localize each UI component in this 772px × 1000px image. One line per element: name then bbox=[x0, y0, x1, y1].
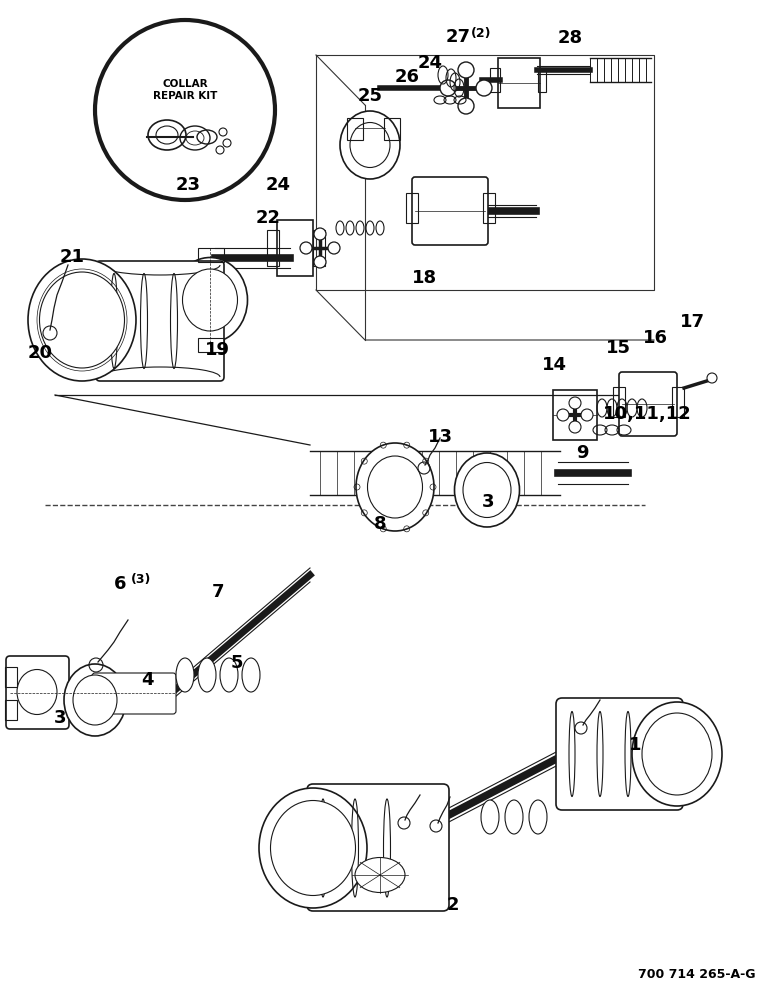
Text: 6: 6 bbox=[113, 575, 127, 593]
Text: (3): (3) bbox=[130, 574, 151, 586]
Text: 25: 25 bbox=[357, 87, 382, 105]
Text: 21: 21 bbox=[59, 248, 84, 266]
Text: 8: 8 bbox=[374, 515, 386, 533]
FancyBboxPatch shape bbox=[307, 784, 449, 911]
Text: 18: 18 bbox=[412, 269, 438, 287]
Ellipse shape bbox=[172, 257, 248, 342]
Bar bbox=[277, 220, 313, 276]
Text: 3: 3 bbox=[482, 493, 494, 511]
Ellipse shape bbox=[39, 272, 124, 368]
Bar bbox=[384, 118, 400, 140]
Circle shape bbox=[300, 242, 312, 254]
Text: 9: 9 bbox=[576, 444, 588, 462]
Bar bbox=[490, 68, 500, 92]
Bar bbox=[313, 230, 325, 266]
Ellipse shape bbox=[17, 670, 57, 714]
Text: 24: 24 bbox=[266, 176, 290, 194]
FancyBboxPatch shape bbox=[412, 177, 488, 245]
Circle shape bbox=[569, 397, 581, 409]
Text: COLLAR
REPAIR KIT: COLLAR REPAIR KIT bbox=[153, 79, 217, 101]
Ellipse shape bbox=[64, 664, 126, 736]
Ellipse shape bbox=[455, 453, 520, 527]
Text: 24: 24 bbox=[418, 54, 442, 72]
Circle shape bbox=[458, 62, 474, 78]
Bar bbox=[483, 193, 495, 223]
Bar bbox=[498, 58, 540, 108]
Bar bbox=[613, 387, 625, 417]
Text: 20: 20 bbox=[28, 344, 52, 362]
FancyBboxPatch shape bbox=[6, 656, 69, 729]
Ellipse shape bbox=[242, 658, 260, 692]
Text: 28: 28 bbox=[557, 29, 583, 47]
FancyBboxPatch shape bbox=[556, 698, 683, 810]
Text: 26: 26 bbox=[394, 68, 419, 86]
Circle shape bbox=[95, 20, 275, 200]
Circle shape bbox=[440, 80, 456, 96]
Circle shape bbox=[707, 373, 717, 383]
Text: 16: 16 bbox=[642, 329, 668, 347]
Bar bbox=[198, 248, 224, 262]
FancyBboxPatch shape bbox=[96, 261, 224, 381]
Ellipse shape bbox=[182, 269, 238, 331]
Circle shape bbox=[581, 409, 593, 421]
FancyBboxPatch shape bbox=[92, 673, 176, 714]
Ellipse shape bbox=[463, 462, 511, 518]
Text: 1: 1 bbox=[628, 736, 642, 754]
Bar bbox=[553, 390, 597, 440]
Ellipse shape bbox=[529, 800, 547, 834]
Text: 4: 4 bbox=[141, 671, 154, 689]
Text: (2): (2) bbox=[471, 27, 491, 40]
Text: 3: 3 bbox=[54, 709, 66, 727]
Circle shape bbox=[328, 242, 340, 254]
FancyBboxPatch shape bbox=[619, 372, 677, 436]
Bar bbox=[5, 700, 17, 720]
Ellipse shape bbox=[367, 456, 422, 518]
Ellipse shape bbox=[340, 111, 400, 179]
Bar bbox=[406, 193, 418, 223]
Bar bbox=[267, 230, 279, 266]
Ellipse shape bbox=[28, 259, 136, 381]
Bar bbox=[198, 338, 224, 352]
Text: 17: 17 bbox=[679, 313, 705, 331]
Ellipse shape bbox=[73, 675, 117, 725]
Text: 23: 23 bbox=[175, 176, 201, 194]
Bar bbox=[347, 118, 363, 140]
Text: 27: 27 bbox=[445, 28, 470, 46]
Ellipse shape bbox=[270, 800, 355, 896]
Text: 10,11,12: 10,11,12 bbox=[603, 405, 692, 423]
Text: 5: 5 bbox=[231, 654, 243, 672]
Ellipse shape bbox=[632, 702, 722, 806]
Text: 22: 22 bbox=[256, 209, 280, 227]
Text: 15: 15 bbox=[605, 339, 631, 357]
Text: 700 714 265-A-G: 700 714 265-A-G bbox=[638, 968, 755, 982]
Text: 7: 7 bbox=[212, 583, 224, 601]
Ellipse shape bbox=[198, 658, 216, 692]
Circle shape bbox=[569, 421, 581, 433]
Ellipse shape bbox=[176, 658, 194, 692]
Circle shape bbox=[458, 98, 474, 114]
Ellipse shape bbox=[350, 122, 390, 167]
Ellipse shape bbox=[356, 443, 434, 531]
Text: 14: 14 bbox=[541, 356, 567, 374]
Bar bbox=[538, 68, 546, 92]
Circle shape bbox=[314, 256, 326, 268]
Ellipse shape bbox=[259, 788, 367, 908]
Bar bbox=[672, 387, 684, 417]
Text: 13: 13 bbox=[428, 428, 452, 446]
Text: 2: 2 bbox=[447, 896, 459, 914]
Ellipse shape bbox=[220, 658, 238, 692]
Text: 19: 19 bbox=[205, 341, 229, 359]
Ellipse shape bbox=[642, 713, 712, 795]
Ellipse shape bbox=[505, 800, 523, 834]
Circle shape bbox=[476, 80, 492, 96]
Ellipse shape bbox=[355, 857, 405, 892]
Circle shape bbox=[314, 228, 326, 240]
Bar bbox=[5, 667, 17, 687]
Ellipse shape bbox=[481, 800, 499, 834]
Circle shape bbox=[557, 409, 569, 421]
